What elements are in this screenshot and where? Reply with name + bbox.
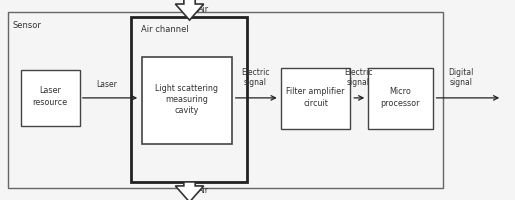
Polygon shape (175, 0, 204, 21)
Text: Sensor: Sensor (13, 21, 42, 30)
Bar (368, 69, 433, 129)
Bar (8, 13, 443, 188)
Bar (142, 58, 232, 144)
Polygon shape (175, 182, 204, 200)
Text: Electric
signal: Electric signal (344, 68, 373, 87)
Text: Air: Air (198, 5, 210, 14)
Text: Air: Air (198, 185, 210, 194)
Text: Digital
signal: Digital signal (448, 68, 474, 87)
Text: Laser
resource: Laser resource (32, 86, 68, 106)
Text: Air channel: Air channel (141, 25, 188, 34)
Bar (21, 71, 80, 126)
Bar (131, 18, 247, 182)
Text: Micro
processor: Micro processor (381, 87, 420, 107)
Text: Laser: Laser (96, 80, 117, 89)
Text: Light scattering
measuring
cavity: Light scattering measuring cavity (155, 83, 218, 115)
Text: Filter amplifier
circuit: Filter amplifier circuit (286, 87, 345, 107)
Text: Electric
signal: Electric signal (241, 68, 270, 87)
Bar (281, 69, 350, 129)
